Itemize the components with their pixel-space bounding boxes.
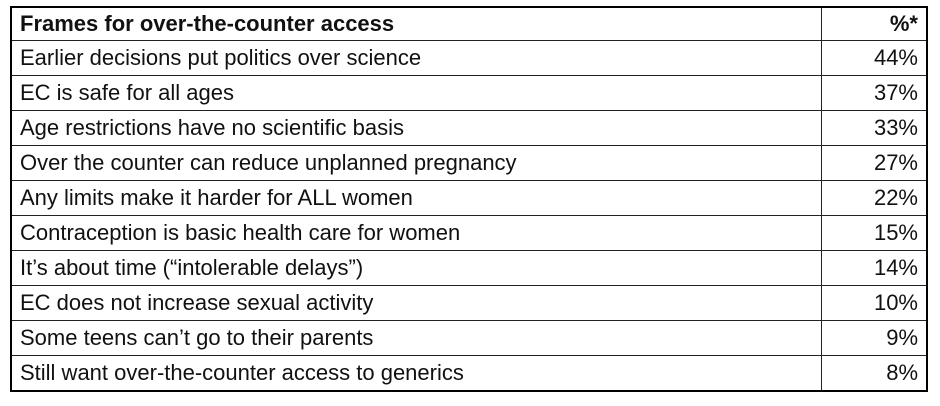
frame-cell: Earlier decisions put politics over scie… — [10, 40, 822, 76]
percent-cell: 27% — [821, 145, 928, 181]
table-row: Contraception is basic health care for w… — [10, 215, 928, 251]
table-row: Earlier decisions put politics over scie… — [10, 40, 928, 76]
table-row: Age restrictions have no scientific basi… — [10, 110, 928, 146]
percent-cell: 22% — [821, 180, 928, 216]
frame-cell: EC is safe for all ages — [10, 75, 822, 111]
frame-cell: Contraception is basic health care for w… — [10, 215, 822, 251]
table-row: Still want over-the-counter access to ge… — [10, 355, 928, 392]
percent-cell: 14% — [821, 250, 928, 286]
percent-cell: 8% — [821, 355, 928, 392]
percent-cell: 37% — [821, 75, 928, 111]
percent-cell: 15% — [821, 215, 928, 251]
frame-cell: It’s about time (“intolerable delays”) — [10, 250, 822, 286]
header-row: Frames for over-the-counter access %* — [10, 6, 928, 41]
table-row: Over the counter can reduce unplanned pr… — [10, 145, 928, 181]
frame-cell: Any limits make it harder for ALL women — [10, 180, 822, 216]
frame-cell: Over the counter can reduce unplanned pr… — [10, 145, 822, 181]
frame-cell: EC does not increase sexual activity — [10, 285, 822, 321]
table-row: It’s about time (“intolerable delays”) 14… — [10, 250, 928, 286]
frame-cell: Age restrictions have no scientific basi… — [10, 110, 822, 146]
percent-cell: 10% — [821, 285, 928, 321]
table-row: Any limits make it harder for ALL women 2… — [10, 180, 928, 216]
percent-cell: 44% — [821, 40, 928, 76]
table-row: EC does not increase sexual activity 10% — [10, 285, 928, 321]
frames-table: Frames for over-the-counter access %* Ea… — [10, 6, 928, 392]
header-cell: Frames for over-the-counter access — [10, 6, 822, 41]
table-body: Earlier decisions put politics over scie… — [10, 40, 928, 392]
table-head: Frames for over-the-counter access %* — [10, 6, 928, 41]
table-row: EC is safe for all ages 37% — [10, 75, 928, 111]
percent-cell: 33% — [821, 110, 928, 146]
percent-cell: 9% — [821, 320, 928, 356]
table-row: Some teens can’t go to their parents 9% — [10, 320, 928, 356]
frame-cell: Still want over-the-counter access to ge… — [10, 355, 822, 392]
frame-cell: Some teens can’t go to their parents — [10, 320, 822, 356]
header-cell: %* — [821, 6, 928, 41]
